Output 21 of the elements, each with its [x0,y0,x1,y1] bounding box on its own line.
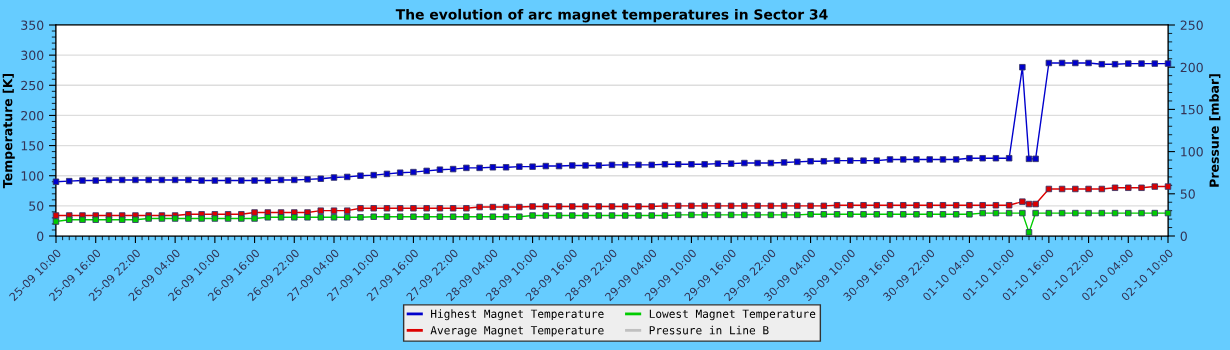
y2-tick-label: 0 [1180,231,1187,241]
y-tick-label: 0 [37,231,44,241]
y2-axis-title: Pressure [mbar] [1209,74,1221,187]
y-tick-label: 200 [21,110,44,121]
legend-label: Average Magnet Temperature [430,326,604,337]
legend-label: Pressure in Line B [649,325,769,335]
y-tick-label: 100 [21,171,44,181]
chart-title: The evolution of arc magnet temperatures in Sector 34 [395,8,828,23]
legend-label: Highest Magnet Temperature [431,309,604,321]
y-tick-label: 150 [21,141,44,151]
y2-tick-label: 250 [1180,20,1203,30]
legend-label: Lowest Magnet Temperature [649,309,816,321]
y2-tick-label: 100 [1181,147,1203,157]
y-axis-title: Temperature [K] [2,73,15,189]
y-tick-label: 300 [21,50,44,61]
y2-tick-label: 50 [1180,189,1195,199]
y2-tick-label: 200 [1180,62,1203,73]
y-tick-label: 50 [29,201,44,211]
y-tick-label: 250 [21,80,44,91]
y-tick-label: 350 [21,20,44,30]
y2-tick-label: 150 [1181,104,1203,115]
